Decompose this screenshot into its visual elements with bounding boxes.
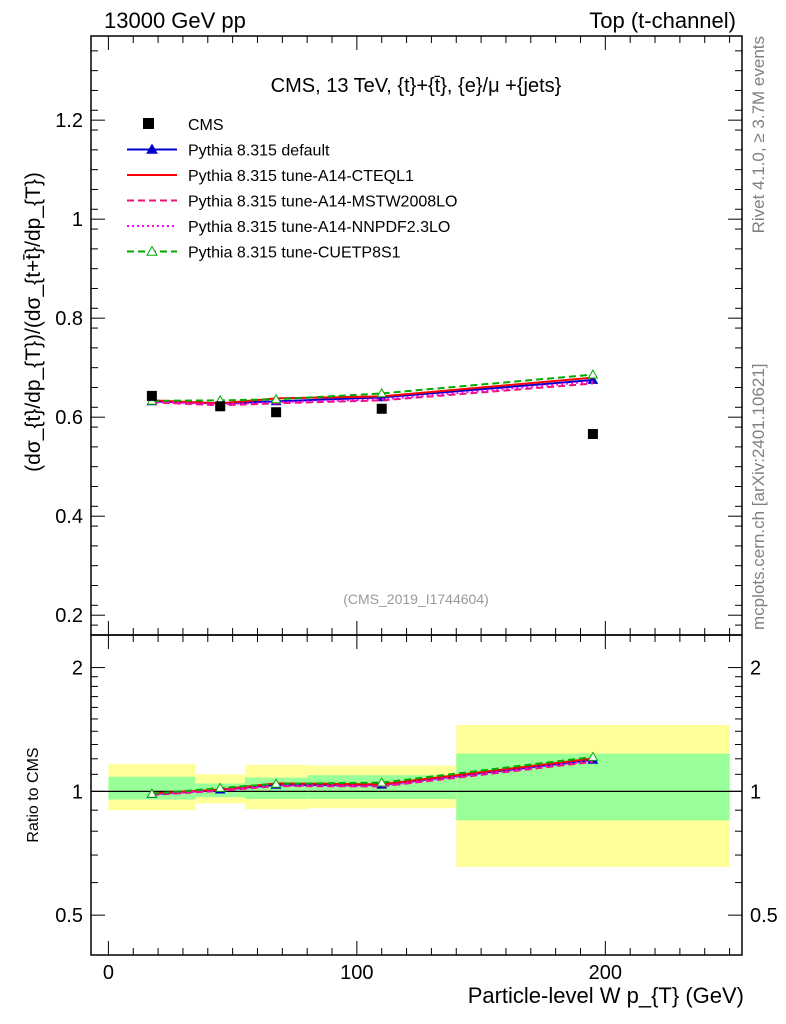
main-y-tick-label: 0.4 bbox=[55, 506, 83, 528]
legend: CMS Pythia 8.315 default Pythia 8.315 tune… bbox=[127, 117, 457, 262]
mcplots-label: mcplots.cern.ch [arXiv:2401.10621] bbox=[749, 364, 768, 630]
legend-label: CMS bbox=[188, 117, 224, 134]
legend-label: Pythia 8.315 tune-A14-CTEQL1 bbox=[188, 168, 414, 185]
x-tick-label: 0 bbox=[103, 962, 114, 984]
main-y-tick-label: 1 bbox=[72, 209, 83, 231]
cms-data-point bbox=[146, 390, 157, 401]
legend-marker bbox=[146, 245, 158, 256]
collision-label: 13000 GeV pp bbox=[104, 8, 246, 33]
process-label: Top (t-channel) bbox=[589, 8, 736, 33]
main-y-tick-label: 0.6 bbox=[55, 407, 83, 429]
main-y-axis-title: (dσ_{t}/dp_{T})/(dσ_{t+t̄}/dp_{T}) bbox=[22, 172, 45, 472]
main-series-marker bbox=[587, 369, 599, 379]
main-y-tick-label: 0.2 bbox=[55, 605, 83, 627]
cms-data-point bbox=[587, 429, 598, 440]
main-series-marker bbox=[587, 374, 599, 384]
legend-label: Pythia 8.315 tune-A14-NNPDF2.3LO bbox=[188, 219, 450, 236]
ratio-y-tick-label-left: 2 bbox=[72, 658, 83, 680]
cms-data-point bbox=[215, 401, 226, 412]
cms-data-point bbox=[376, 403, 387, 414]
x-tick-label: 200 bbox=[589, 962, 622, 984]
legend-label: Pythia 8.315 tune-CUETP8S1 bbox=[188, 245, 401, 262]
main-series-marker bbox=[376, 387, 388, 398]
ratio-plot-frame bbox=[90, 634, 743, 956]
legend-marker-data bbox=[143, 118, 154, 129]
ratio-panel: 0.5 0.5 1 1 2 2 0 100 200 bbox=[55, 634, 778, 984]
main-series-marker bbox=[270, 393, 282, 404]
ratio-series-marker bbox=[587, 751, 599, 761]
ratio-series-marker bbox=[214, 782, 226, 792]
main-series-line bbox=[151, 380, 594, 406]
ratio-y-tick-label-right: 2 bbox=[750, 658, 761, 680]
x-axis-title: Particle-level W p_{T} (GeV) bbox=[468, 983, 744, 1008]
main-y-tick-label: 1.2 bbox=[55, 110, 83, 132]
ratio-series-marker bbox=[270, 778, 282, 788]
ratio-series-marker bbox=[376, 777, 388, 787]
main-y-tick-label: 0.8 bbox=[55, 308, 83, 330]
ratio-y-axis-title: Ratio to CMS bbox=[25, 747, 42, 842]
analysis-watermark: (CMS_2019_I1744604) bbox=[343, 591, 489, 607]
legend-marker bbox=[146, 143, 158, 154]
legend-label: Pythia 8.315 default bbox=[188, 143, 330, 160]
x-tick-label: 100 bbox=[340, 962, 373, 984]
stat-uncertainty-band bbox=[456, 753, 730, 821]
ratio-y-tick-label-left: 1 bbox=[72, 781, 83, 803]
ratio-y-tick-label-right: 1 bbox=[750, 781, 761, 803]
ratio-series-line bbox=[151, 759, 594, 796]
ratio-y-tick-label-right: 0.5 bbox=[750, 905, 778, 927]
main-panel: 0.2 0.4 0.6 0.8 1 1.2 bbox=[55, 35, 743, 636]
legend-label: Pythia 8.315 tune-A14-MSTW2008LO bbox=[188, 194, 457, 211]
rivet-version-label: Rivet 4.1.0, ≥ 3.7M events bbox=[749, 36, 768, 233]
ratio-y-tick-label-left: 0.5 bbox=[55, 905, 83, 927]
cms-data-point bbox=[271, 407, 282, 418]
ratio-series-marker bbox=[146, 788, 158, 798]
plot-title: CMS, 13 TeV, {t}+{t̄}, {e}/μ +{jets} bbox=[271, 75, 562, 97]
